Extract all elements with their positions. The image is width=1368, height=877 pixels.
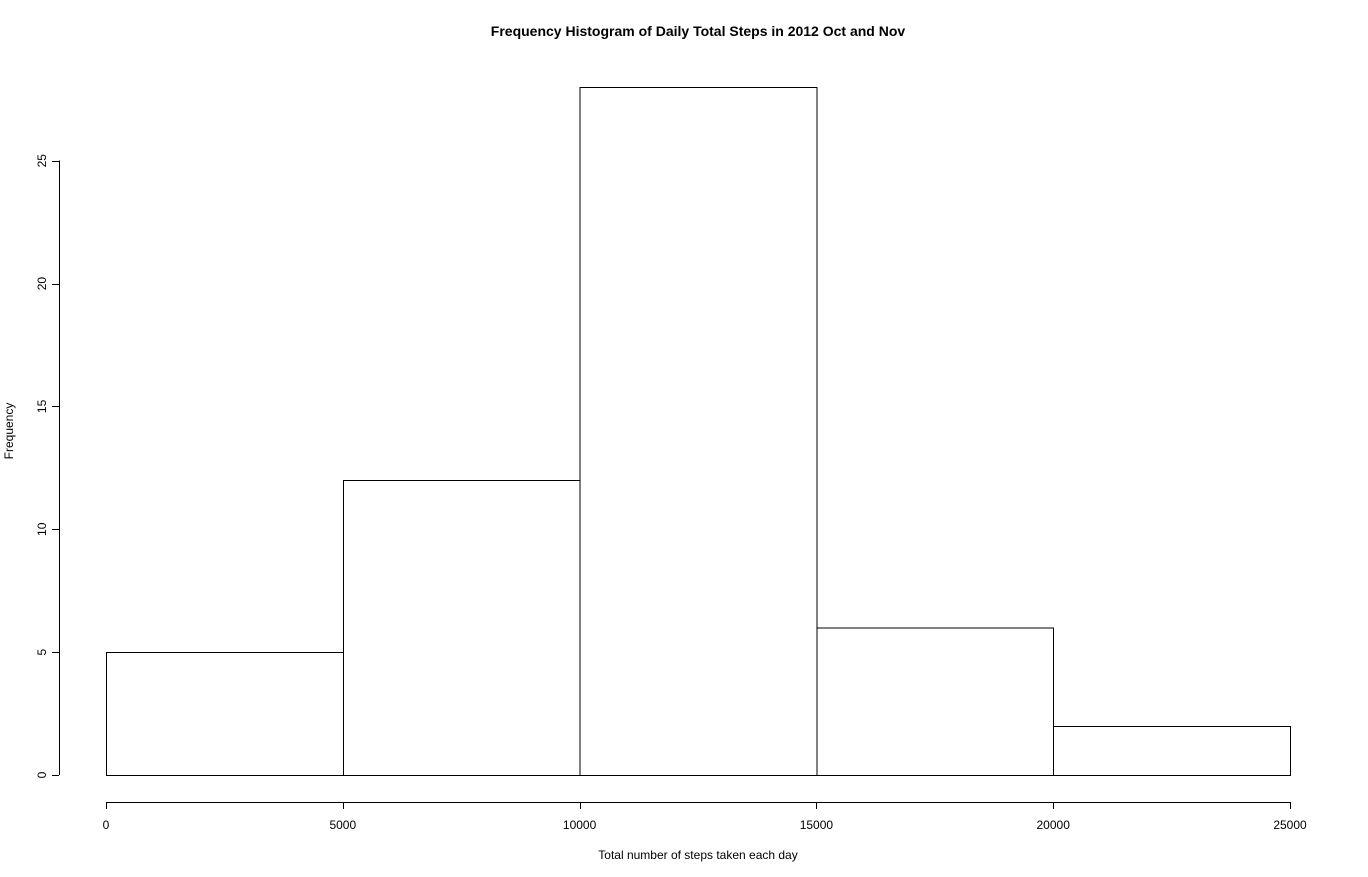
y-tick-label: 15 — [35, 399, 49, 413]
x-axis-label: Total number of steps taken each day — [598, 848, 797, 862]
y-tick-label: 0 — [35, 771, 49, 778]
x-axis: 0 5000 10000 15000 20000 25000 — [103, 802, 1307, 832]
y-tick-label: 5 — [35, 648, 49, 655]
x-tick-label: 15000 — [800, 818, 834, 832]
histogram-bar-2 — [342, 480, 581, 776]
y-tick-label: 10 — [35, 522, 49, 536]
y-tick-label: 25 — [35, 154, 49, 168]
y-tick-label: 20 — [35, 277, 49, 291]
x-tick-label: 25000 — [1273, 818, 1307, 832]
x-tick-label: 10000 — [563, 818, 597, 832]
chart-title: Frequency Histogram of Daily Total Steps… — [491, 23, 906, 39]
histogram-bar-4 — [816, 627, 1055, 776]
histogram-bar-1 — [106, 652, 344, 777]
x-tick-label: 0 — [103, 818, 110, 832]
x-tick-label: 5000 — [329, 818, 356, 832]
histogram-bar-3 — [579, 87, 818, 776]
histogram-bar-5 — [1053, 725, 1291, 776]
histogram-bars — [106, 87, 1291, 777]
y-axis-label: Frequency — [2, 403, 16, 460]
x-tick-label: 20000 — [1037, 818, 1071, 832]
y-axis: 0 5 10 15 20 25 — [35, 154, 60, 778]
